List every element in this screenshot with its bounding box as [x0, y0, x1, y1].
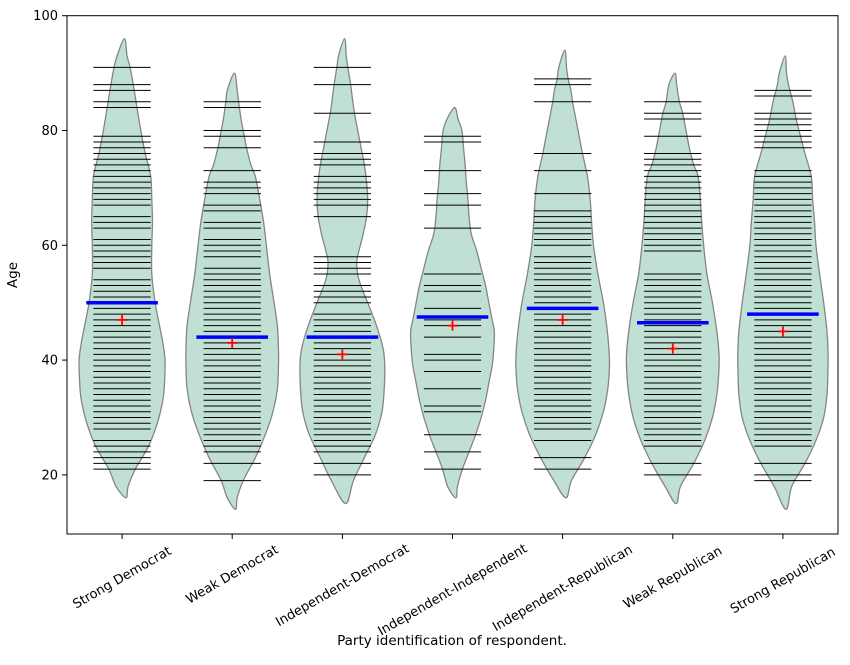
bean-lines-independent-independent [423, 135, 482, 470]
x-tick-label-strong-republican: Strong Republican [728, 545, 838, 617]
violin-envelope-independent-democrat [299, 38, 386, 505]
bean-marks-layer [86, 66, 819, 482]
violin-envelope-independent-independent [409, 106, 496, 499]
bean-lines-weak-democrat [203, 101, 261, 482]
bean-lines-independent-democrat [313, 66, 371, 476]
bean-lines-weak-republican [644, 101, 702, 476]
median-plus-marker-weak-democrat [226, 337, 238, 348]
median-plus-marker-independent-republican [557, 314, 569, 325]
violin-envelope-weak-republican [625, 72, 720, 505]
bean-lines-independent-republican [534, 78, 592, 470]
y-tick-label: 20 [41, 468, 58, 483]
y-tick-label: 60 [41, 239, 58, 254]
median-plus-marker-weak-republican [667, 343, 679, 354]
median-plus-marker-independent-democrat [336, 349, 348, 360]
x-tick-label-strong-democrat: Strong Democrat [70, 544, 174, 613]
y-tick-label: 40 [41, 354, 58, 369]
median-plus-marker-independent-independent [447, 320, 458, 331]
median-plus-marker-strong-democrat [116, 314, 128, 325]
x-tick-label-weak-republican: Weak Republican [621, 544, 725, 613]
x-tick-label-weak-democrat: Weak Democrat [184, 542, 281, 607]
x-axis-label: Party identification of respondent. [337, 633, 567, 649]
y-tick-label: 100 [33, 9, 58, 24]
y-tick-label: 80 [41, 124, 58, 139]
median-plus-marker-strong-republican [777, 326, 789, 337]
violin-envelope-strong-republican [737, 55, 829, 510]
y-axis-label: Age [5, 262, 21, 288]
